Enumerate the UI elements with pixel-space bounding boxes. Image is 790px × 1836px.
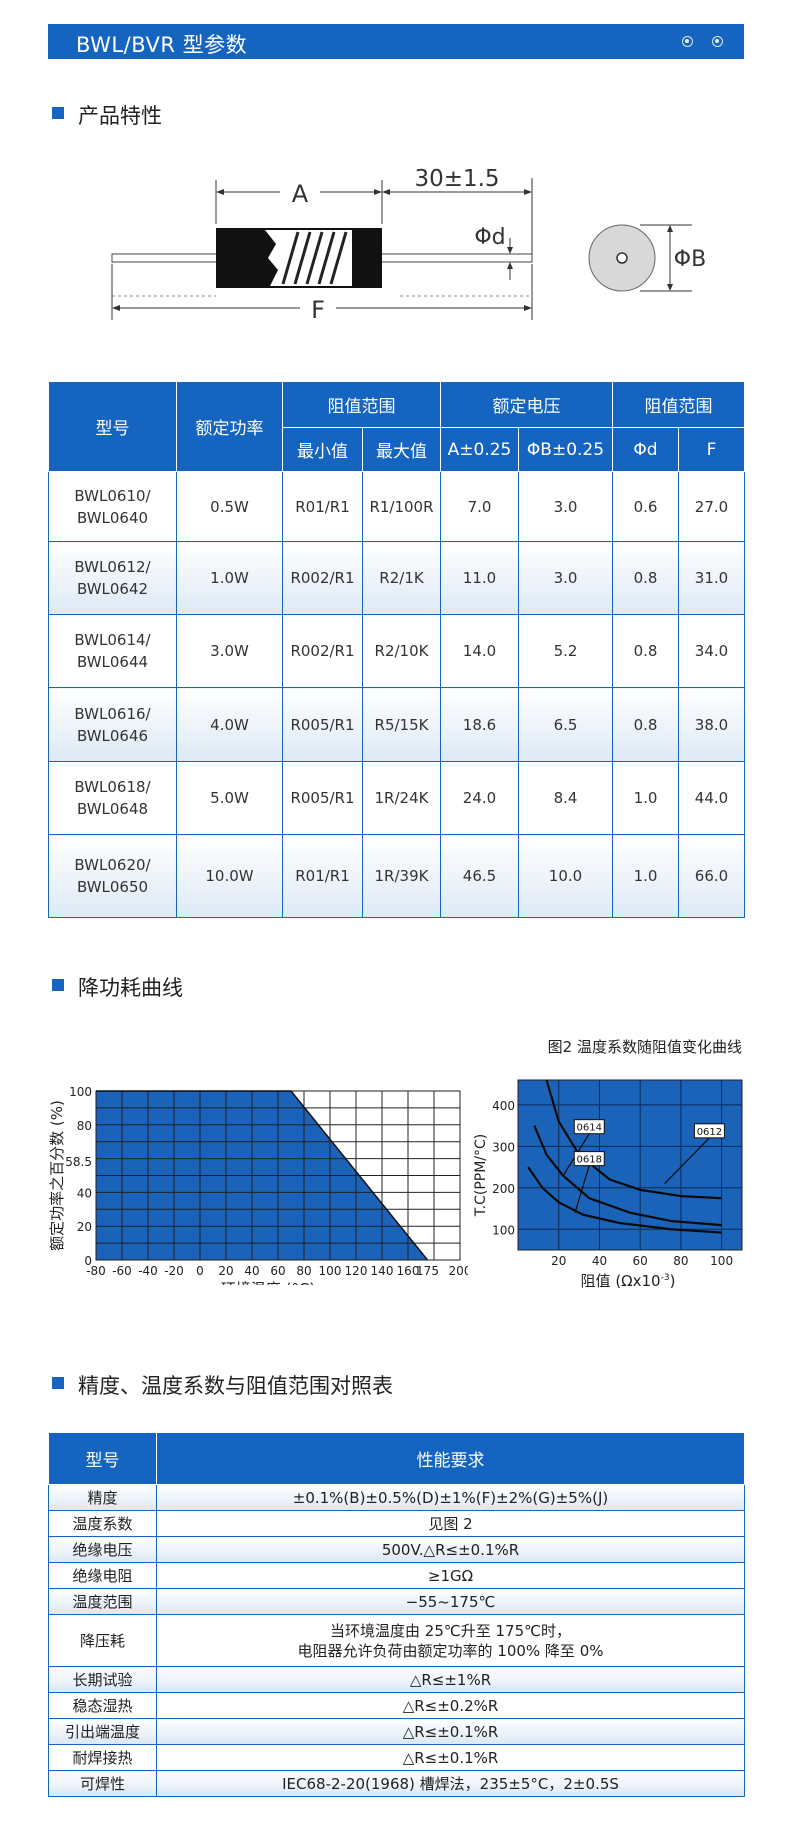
square-bullet-icon	[52, 1377, 64, 1389]
square-bullet-icon	[52, 107, 64, 119]
x-tick-label: 0	[196, 1264, 204, 1278]
table-row: 降压耗 当环境温度由 25℃升至 175℃时， 电阻器允许负荷由额定功率的 100%…	[48, 1614, 745, 1667]
y-axis-label: 额定功率之百分数 (%)	[48, 1100, 66, 1251]
col-d: Φd	[612, 427, 679, 472]
x-tick-label: 40	[592, 1254, 607, 1268]
dim-f-label: F	[311, 296, 325, 324]
table-row: BWL0620/BWL0650 10.0W R01/R1 1R/39K 46.5 10…	[48, 834, 745, 918]
col-model: 型号	[48, 381, 177, 472]
x-tick-label: 100	[319, 1264, 342, 1278]
x-tick-label: 175	[416, 1264, 439, 1278]
series-label-box	[693, 1123, 725, 1139]
square-bullet-icon	[52, 979, 64, 991]
table-row: BWL0610/BWL0640 0.5W R01/R1 R1/100R 7.0 3.0…	[48, 471, 745, 542]
y-tick-label: 100	[69, 1085, 92, 1099]
y-tick-label: 20	[77, 1220, 92, 1234]
x-tick-label: -80	[86, 1264, 106, 1278]
dim-a-label: A	[292, 180, 309, 208]
col-voltage: 额定电压	[440, 381, 613, 428]
table-row: 耐焊接热 △R≤±0.1%R	[48, 1744, 745, 1771]
banner-title: BWL/BVR 型参数	[76, 33, 248, 57]
series-line-0618	[527, 1166, 722, 1234]
col-power: 额定功率	[176, 381, 283, 472]
col-a: A±0.25	[440, 427, 519, 472]
y-tick-label: 58.5	[65, 1155, 92, 1169]
series-line-0614	[533, 1125, 722, 1227]
x-tick-label: 120	[345, 1264, 368, 1278]
x-tick-label: 20	[218, 1264, 233, 1278]
y-tick-label: 300	[492, 1140, 515, 1154]
leader-line	[574, 1165, 590, 1213]
derating-line	[96, 1090, 429, 1261]
col-max: 最大值	[362, 427, 441, 472]
tc-chart: 图2 温度系数随阻值变化曲线 0612 0614 0618 100 200 300 400 20…	[473, 1038, 743, 1290]
y-tick-label: 40	[77, 1186, 92, 1200]
table-row: 可焊性 IEC68-2-20(1968) 槽焊法，235±5°C，2±0.5S	[48, 1770, 745, 1797]
y-tick-label: 100	[492, 1223, 515, 1237]
chart-title: 图2 温度系数随阻值变化曲线	[548, 1038, 742, 1056]
col-resistance: 阻值范围	[282, 381, 441, 428]
x-axis-label: 环境温度 (°C)	[221, 1280, 315, 1285]
x-tick-label: 100	[710, 1254, 733, 1268]
x-tick-label: -40	[138, 1264, 158, 1278]
dim-lead-label: 30±1.5	[414, 166, 499, 192]
col-range2: 阻值范围	[612, 381, 745, 428]
table-row: 长期试验 △R≤±1%R	[48, 1666, 745, 1693]
col-requirement: 性能要求	[156, 1432, 745, 1485]
table-row: 温度范围 −55~175℃	[48, 1588, 745, 1615]
series-label-box	[573, 1119, 605, 1135]
table-row: BWL0614/BWL0644 3.0W R002/R1 R2/10K 14.0 5.…	[48, 614, 745, 688]
y-tick-label: 0	[84, 1254, 92, 1268]
x-tick-label: 200	[449, 1264, 468, 1278]
series-label: 0618	[577, 1155, 602, 1166]
x-tick-label: 60	[633, 1254, 648, 1268]
table-row: 稳态湿热 △R≤±0.2%R	[48, 1692, 745, 1719]
banner-dot-icon	[712, 36, 723, 47]
x-tick-label: 140	[371, 1264, 394, 1278]
x-tick-label: -20	[164, 1264, 184, 1278]
leader-line	[664, 1137, 710, 1185]
y-tick-label: 200	[492, 1182, 515, 1196]
x-tick-label: -60	[112, 1264, 132, 1278]
table-row: 绝缘电阻 ≥1GΩ	[48, 1562, 745, 1589]
spec-table: 型号 额定功率 阻值范围 额定电压 阻值范围 最小值 最大值 A±0.25 ΦB…	[48, 381, 745, 918]
series-line-0612	[545, 1079, 722, 1200]
y-tick-label: 80	[77, 1119, 92, 1133]
y-tick-label: 400	[492, 1099, 515, 1113]
table-row: 引出端温度 △R≤±0.1%R	[48, 1718, 745, 1745]
y-axis-label: T.C(PPM/°C)	[473, 1134, 489, 1218]
series-label-box	[573, 1151, 605, 1167]
table-row: 绝缘电压 500V.△R≤±0.1%R	[48, 1536, 745, 1563]
x-tick-label: 80	[296, 1264, 311, 1278]
series-label: 0612	[697, 1127, 722, 1138]
x-tick-label: 160	[397, 1264, 420, 1278]
x-tick-label: 20	[551, 1254, 566, 1268]
col-min: 最小值	[282, 427, 363, 472]
performance-table: 型号 性能要求 精度 ±0.1%(B)±0.5%(D)±1%(F)±2%(G)±5…	[48, 1432, 745, 1797]
table-row: BWL0612/BWL0642 1.0W R002/R1 R2/1K 11.0 3.0…	[48, 541, 745, 615]
page-banner: BWL/BVR 型参数	[48, 24, 744, 59]
x-tick-label: 40	[244, 1264, 259, 1278]
x-tick-label: 80	[673, 1254, 688, 1268]
banner-dot-icon	[682, 36, 693, 47]
resistor-dimension-drawing: A 30±1.5 Φd F ΦB	[111, 166, 706, 324]
dim-b-label: ΦB	[674, 247, 706, 272]
col-f: F	[678, 427, 745, 472]
table-row: 精度 ±0.1%(B)±0.5%(D)±1%(F)±2%(G)±5%(J)	[48, 1484, 745, 1511]
col-model: 型号	[48, 1432, 157, 1485]
col-b: ΦB±0.25	[518, 427, 613, 472]
table-row: 温度系数 见图 2	[48, 1510, 745, 1537]
table-row: BWL0616/BWL0646 4.0W R005/R1 R5/15K 18.6 6.…	[48, 687, 745, 762]
series-label: 0614	[577, 1123, 602, 1134]
dim-d-label: Φd	[474, 225, 505, 250]
x-tick-label: 60	[270, 1264, 285, 1278]
table-row: BWL0618/BWL0648 5.0W R005/R1 1R/24K 24.0 8.…	[48, 761, 745, 835]
x-axis-label: 阻值 (Ωx10-3)	[581, 1272, 676, 1290]
